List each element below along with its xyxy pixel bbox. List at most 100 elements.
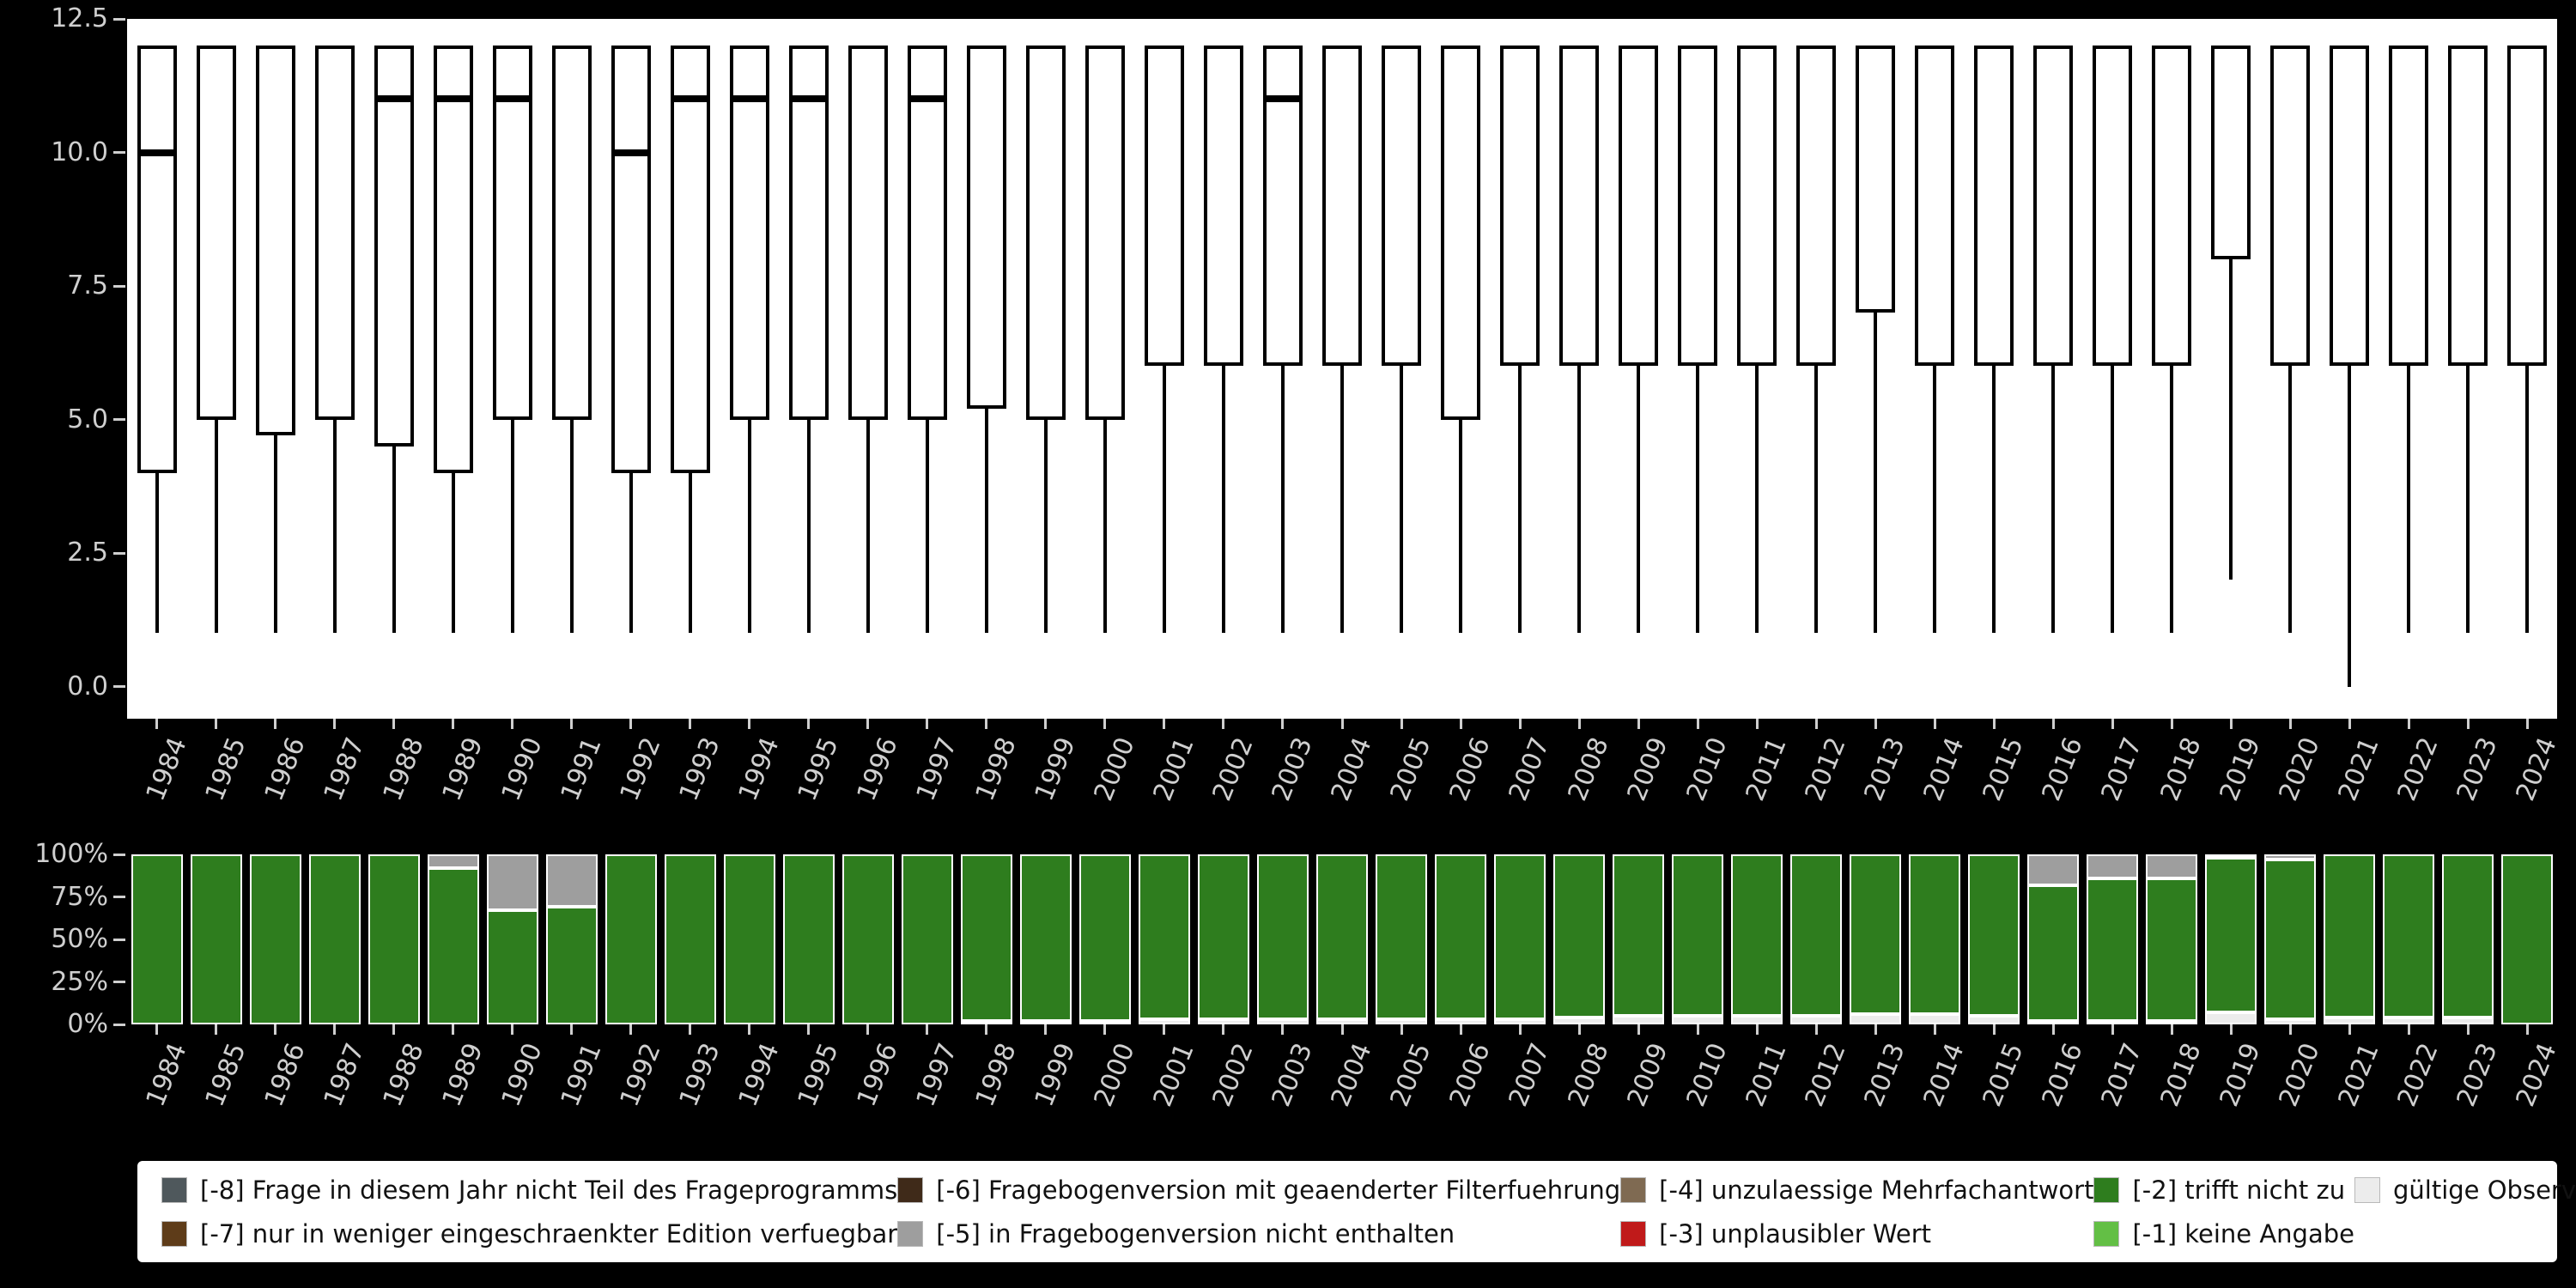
bar-segment-1998-valid <box>960 1021 1012 1025</box>
bar-segment-2010-valid <box>1672 1016 1724 1024</box>
x-tick-label-bottom-2009: 2009 <box>1621 1038 1674 1111</box>
pct-tick-label: 25% <box>51 966 108 997</box>
x-tick-label-top-2008: 2008 <box>1562 732 1615 805</box>
boxplot-median-2003 <box>1262 95 1303 103</box>
x-tick-label-bottom-1986: 1986 <box>258 1038 312 1111</box>
bar-segment-1989--5 <box>427 854 479 868</box>
x-tick-label-bottom-1990: 1990 <box>495 1038 549 1111</box>
boxplot-whisker-2021 <box>2348 366 2352 687</box>
bar-segment-1988--2 <box>368 854 420 1024</box>
boxplot-box-2008 <box>1559 46 1600 367</box>
bar-segment-1990--2 <box>486 910 538 1024</box>
x-tickmark <box>1163 1024 1166 1035</box>
boxplot-whisker-1989 <box>451 472 455 634</box>
x-tickmark <box>2170 1024 2173 1035</box>
x-tickmark <box>2348 719 2351 729</box>
x-tickmark <box>1044 719 1048 729</box>
x-tickmark <box>1222 719 1225 729</box>
x-tickmark <box>2051 719 2055 729</box>
bar-segment-2022-valid <box>2383 1018 2435 1024</box>
x-tickmark <box>2111 719 2114 729</box>
x-tick-label-top-2022: 2022 <box>2392 732 2445 805</box>
y-tickmark <box>113 17 125 21</box>
boxplot-box-1992 <box>611 46 651 473</box>
legend-item--8: [-8] Frage in diesem Jahr nicht Teil des… <box>161 1176 897 1205</box>
x-tickmark <box>2407 719 2410 729</box>
x-tickmark <box>1281 1024 1285 1035</box>
boxplot-whisker-1999 <box>1043 419 1048 634</box>
bar-segment-2023--2 <box>2442 854 2494 1018</box>
x-tick-label-bottom-2016: 2016 <box>2036 1038 2089 1111</box>
x-tickmark <box>1163 719 1166 729</box>
x-tick-label-bottom-1989: 1989 <box>436 1038 489 1111</box>
bar-segment-2014--2 <box>1909 854 1961 1015</box>
bar-segment-2004--2 <box>1316 854 1368 1020</box>
legend-label--4: [-4] unzulaessige Mehrfachantwort <box>1659 1175 2094 1205</box>
boxplot-whisker-2001 <box>1162 366 1166 634</box>
y-tickmark <box>113 685 125 689</box>
bar-segment-2000--2 <box>1078 854 1131 1022</box>
boxplot-box-1995 <box>788 46 829 420</box>
bar-segment-2001-valid <box>1138 1019 1190 1024</box>
bar-segment-2017-valid <box>2087 1021 2139 1025</box>
legend-item--1: [-1] keine Angabe <box>2093 1219 2354 1249</box>
boxplot-whisker-1994 <box>747 419 751 634</box>
x-tick-label-top-1987: 1987 <box>318 732 371 805</box>
x-tick-label-top-2019: 2019 <box>2214 732 2268 805</box>
x-tickmark <box>866 1024 870 1035</box>
x-tickmark <box>689 1024 692 1035</box>
bar-segment-1989--2 <box>427 867 479 1024</box>
x-tickmark <box>2229 1024 2233 1035</box>
x-tick-label-bottom-1992: 1992 <box>614 1038 667 1111</box>
x-tick-label-bottom-2023: 2023 <box>2451 1038 2505 1111</box>
x-tick-label-top-1985: 1985 <box>199 732 252 805</box>
legend-label--6: [-6] Fragebogenversion mit geaenderter F… <box>936 1175 1621 1205</box>
x-tickmark <box>1577 1024 1581 1035</box>
boxplot-whisker-1988 <box>392 446 396 634</box>
x-tick-label-bottom-1999: 1999 <box>1029 1038 1082 1111</box>
x-tickmark <box>155 719 158 729</box>
bar-segment-1998--2 <box>960 854 1012 1022</box>
x-tick-label-top-2007: 2007 <box>1503 732 1556 805</box>
pct-tick-label: 50% <box>51 924 108 954</box>
bar-segment-2014-valid <box>1909 1014 1961 1024</box>
x-tickmark <box>392 1024 396 1035</box>
x-tickmark <box>511 1024 514 1035</box>
pct-tickmark <box>113 853 125 856</box>
bar-segment-2020-valid <box>2264 1019 2317 1024</box>
x-tick-label-top-2023: 2023 <box>2451 732 2505 805</box>
bar-segment-2020--5 <box>2264 854 2317 860</box>
x-tick-label-bottom-2017: 2017 <box>2095 1038 2148 1111</box>
bar-segment-2003-valid <box>1256 1019 1309 1024</box>
legend-swatch-valid <box>2354 1176 2380 1203</box>
x-tick-label-bottom-2013: 2013 <box>1858 1038 1911 1111</box>
legend-label--3: [-3] unplausibler Wert <box>1659 1218 1932 1249</box>
x-tickmark <box>2348 1024 2351 1035</box>
bar-segment-2001--2 <box>1138 854 1190 1020</box>
bar-segment-1985--2 <box>190 854 242 1024</box>
x-tickmark <box>1281 719 1285 729</box>
x-tickmark <box>629 719 633 729</box>
x-tick-label-bottom-1991: 1991 <box>555 1038 608 1111</box>
boxplot-box-2016 <box>2033 46 2074 367</box>
boxplot-plot-area <box>127 19 2557 719</box>
pct-tickmark <box>113 938 125 941</box>
x-tickmark <box>2525 1024 2529 1035</box>
boxplot-whisker-2022 <box>2407 366 2411 634</box>
x-tickmark <box>2229 719 2233 729</box>
boxplot-median-1997 <box>907 95 947 103</box>
bar-segment-2019--5 <box>2205 854 2257 858</box>
boxplot-whisker-1992 <box>629 472 633 634</box>
x-tickmark <box>1992 1024 1996 1035</box>
x-tickmark <box>1874 1024 1877 1035</box>
x-tick-label-top-2002: 2002 <box>1206 732 1260 805</box>
x-tickmark <box>2170 719 2173 729</box>
y-tick-label: 7.5 <box>67 270 108 301</box>
x-tickmark <box>2111 1024 2114 1035</box>
x-tick-label-bottom-2002: 2002 <box>1206 1038 1260 1111</box>
x-tick-label-top-1992: 1992 <box>614 732 667 805</box>
boxplot-box-2018 <box>2152 46 2192 367</box>
y-tick-label: 2.5 <box>67 538 108 568</box>
boxplot-box-2004 <box>1322 46 1362 367</box>
x-tickmark <box>926 719 929 729</box>
